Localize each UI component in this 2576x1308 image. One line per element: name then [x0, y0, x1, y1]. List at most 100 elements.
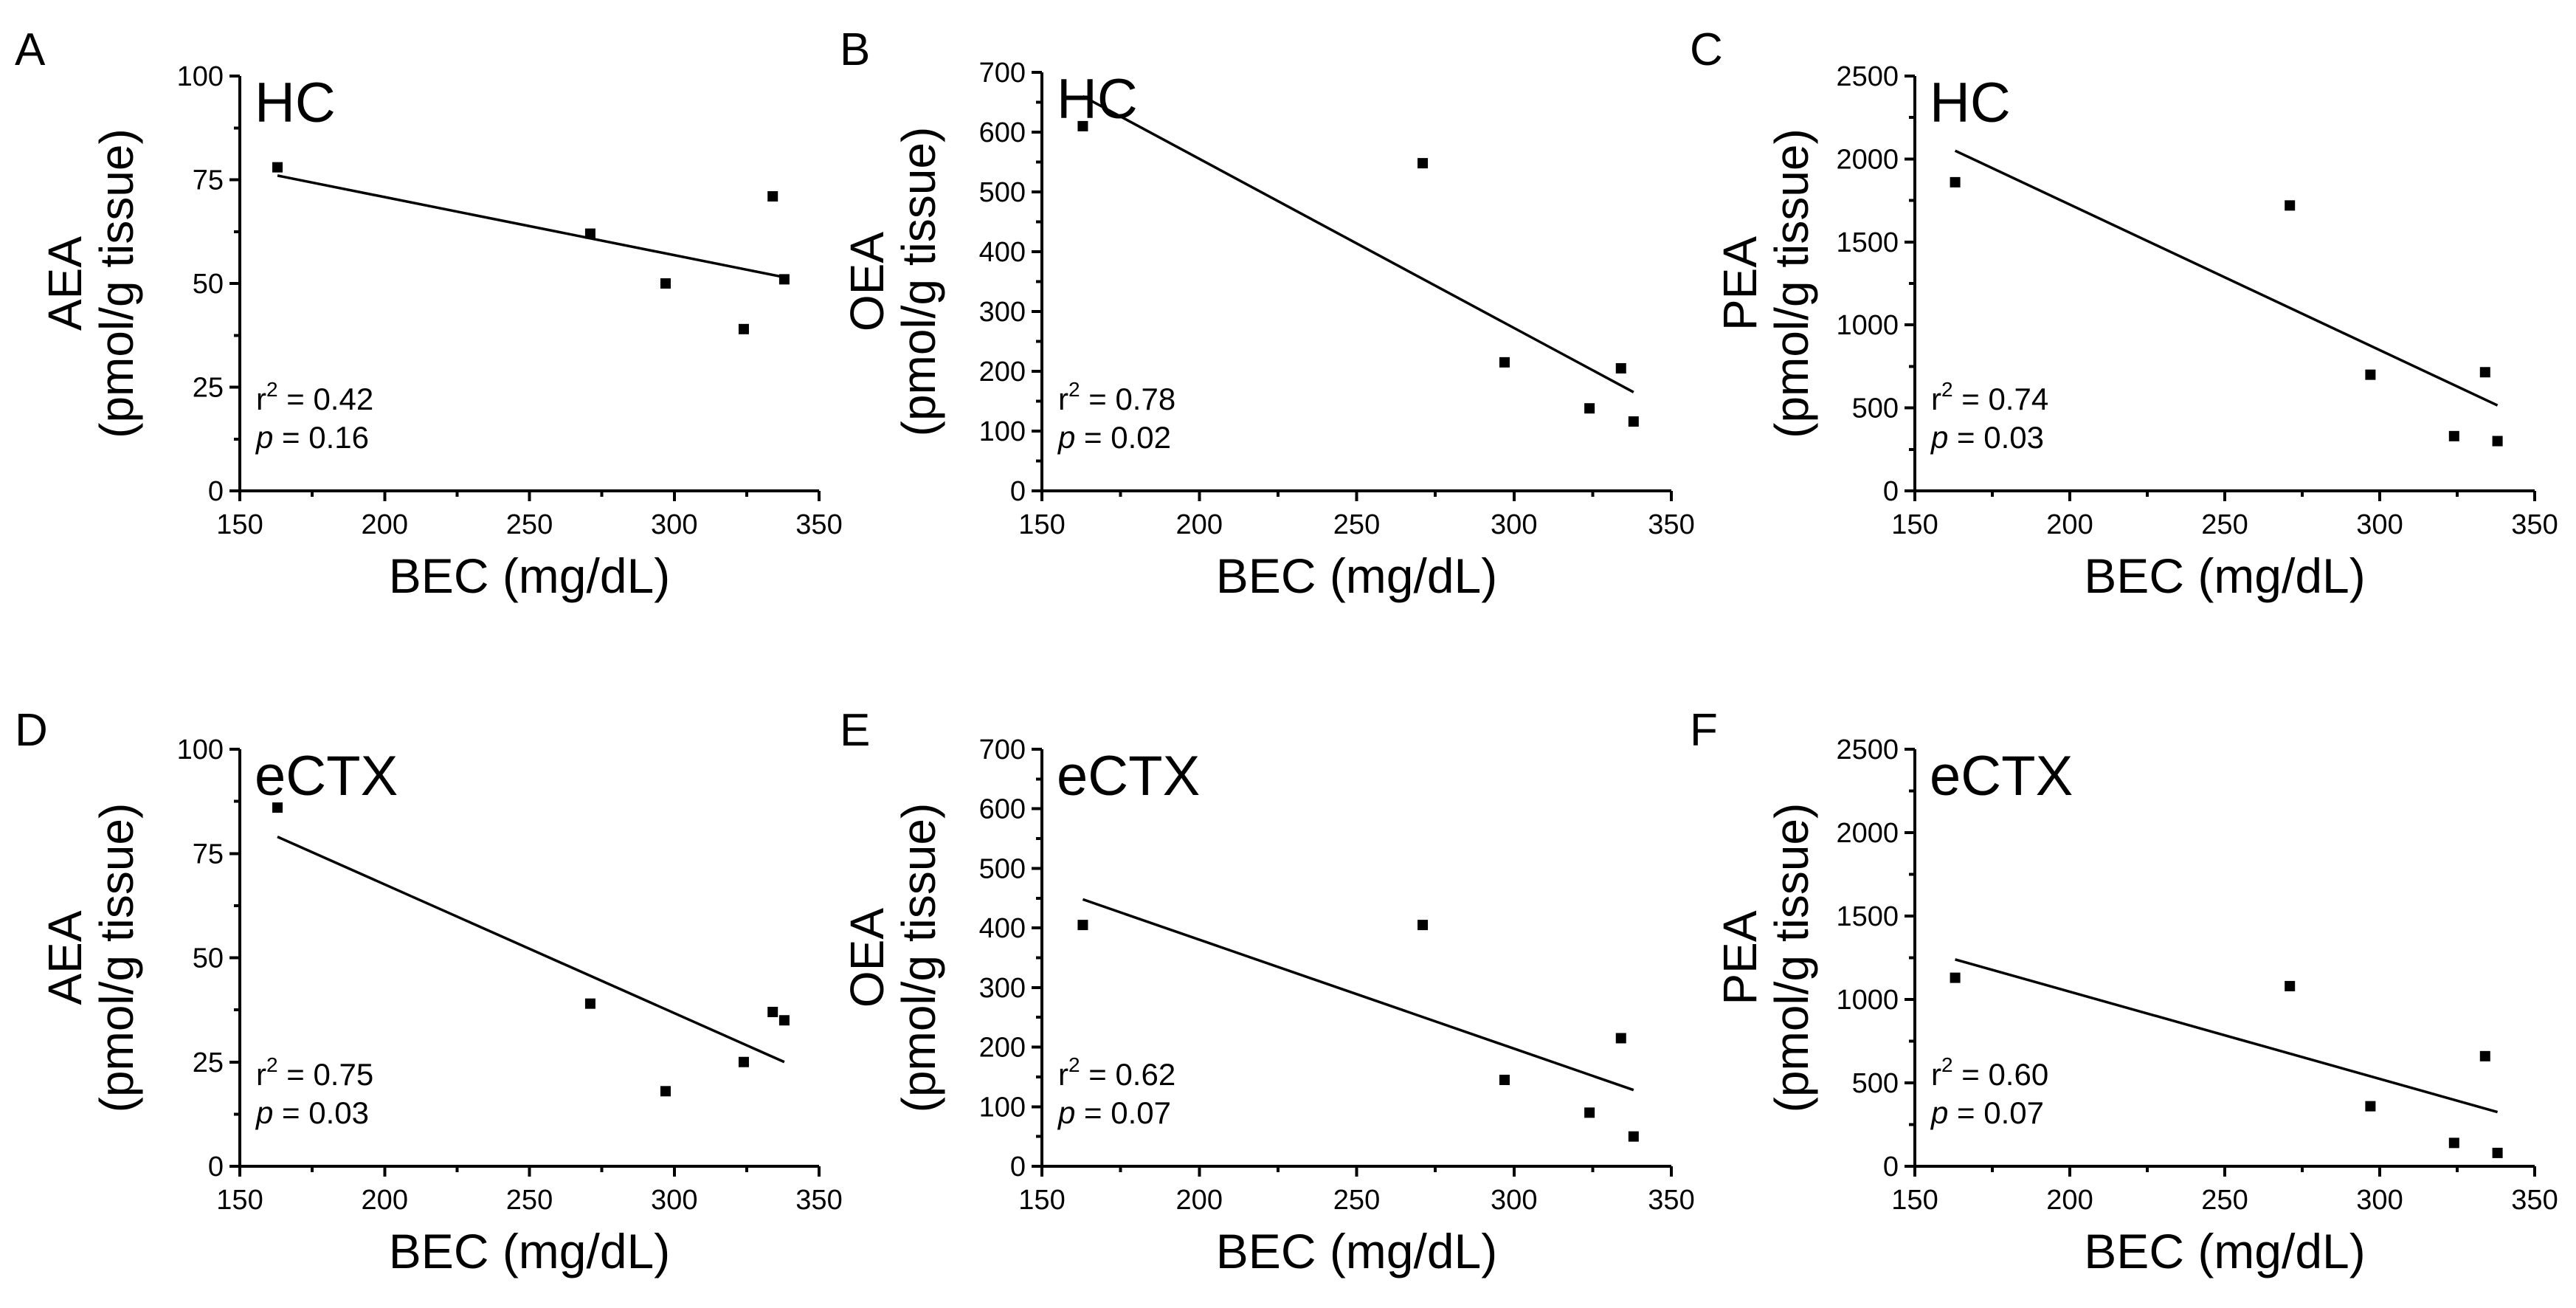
- data-point: [1615, 362, 1626, 374]
- y-axis-label-analyte: PEA: [1713, 236, 1767, 331]
- y-tick-label: 2000: [1836, 144, 1899, 175]
- x-tick-label: 350: [1648, 1185, 1694, 1216]
- x-tick-label: 250: [506, 1185, 553, 1216]
- y-tick-label: 1500: [1836, 227, 1899, 258]
- data-point: [1628, 416, 1639, 427]
- r-squared-superscript: 2: [1941, 378, 1953, 401]
- x-tick-label: 250: [1333, 1185, 1380, 1216]
- y-tick-label: 400: [979, 237, 1026, 268]
- x-tick-label: 300: [1491, 1185, 1537, 1216]
- x-tick-label: 200: [362, 509, 408, 540]
- x-tick-label: 200: [2046, 509, 2093, 540]
- y-tick-label: 200: [979, 1033, 1026, 1064]
- y-axis-label-units: (pmol/g tissue): [1765, 803, 1818, 1113]
- data-point: [660, 278, 671, 289]
- panel-letter: E: [840, 705, 870, 756]
- data-point: [1499, 357, 1510, 368]
- regression-line: [1954, 149, 2499, 407]
- r-symbol: r: [256, 382, 266, 416]
- y-tick-label: 100: [979, 1092, 1026, 1123]
- data-point: [1584, 403, 1595, 414]
- data-point: [1584, 1107, 1595, 1118]
- p-symbol: p: [255, 420, 273, 455]
- r-symbol: r: [1931, 1057, 1941, 1092]
- data-point: [1418, 920, 1429, 931]
- p-value: = 0.07: [1075, 1095, 1171, 1130]
- x-tick-label: 250: [506, 509, 553, 540]
- y-tick-label: 300: [979, 973, 1026, 1004]
- x-axis-label: BEC (mg/dL): [1216, 548, 1497, 603]
- y-tick-label: 50: [193, 943, 224, 974]
- r-squared-superscript: 2: [266, 378, 278, 401]
- r-squared-value: = 0.74: [1953, 382, 2049, 416]
- panel-B: B 150 200 250 300 350 0 100 200 300 400 500 600 700 BE…: [840, 24, 1695, 603]
- y-tick-label: 100: [177, 734, 224, 765]
- r-symbol: r: [1931, 382, 1941, 416]
- data-point: [2492, 436, 2503, 447]
- r-squared-superscript: 2: [266, 1053, 278, 1076]
- x-tick-label: 300: [651, 1185, 697, 1216]
- data-point: [2479, 367, 2490, 378]
- y-axis-label-units: (pmol/g tissue): [1765, 128, 1818, 438]
- x-tick-label: 200: [1176, 1185, 1223, 1216]
- region-label: HC: [1930, 72, 2011, 134]
- data-point: [272, 162, 283, 173]
- y-tick-label: 0: [1010, 1152, 1026, 1183]
- y-tick-label: 50: [193, 269, 224, 300]
- p-value-annotation: p = 0.07: [1057, 1095, 1171, 1130]
- regression-line: [1955, 958, 2499, 1114]
- data-point: [584, 998, 595, 1009]
- y-tick-label: 75: [193, 839, 224, 870]
- data-point: [2285, 200, 2296, 211]
- x-axis-label: BEC (mg/dL): [1216, 1224, 1497, 1278]
- regression-line: [1082, 898, 1634, 1092]
- y-tick-label: 200: [979, 357, 1026, 388]
- p-value: = 0.02: [1075, 420, 1171, 455]
- region-label: HC: [255, 72, 336, 134]
- y-axis-label-units: (pmol/g tissue): [892, 127, 945, 437]
- data-point: [1077, 920, 1088, 931]
- data-point: [778, 274, 790, 285]
- r-squared-value: = 0.62: [1080, 1057, 1176, 1092]
- y-tick-label: 500: [1852, 1068, 1899, 1099]
- x-tick-label: 150: [1018, 509, 1065, 540]
- y-axis-label-units: (pmol/g tissue): [90, 128, 143, 438]
- panel-D: D 150 200 250 300 350 0 25 50 75 100 BEC (mg/dL) AEA…: [15, 705, 843, 1278]
- data-point: [2365, 1101, 2376, 1112]
- x-tick-label: 300: [2356, 1185, 2403, 1216]
- p-symbol: p: [1930, 1095, 1948, 1130]
- data-point: [2448, 1137, 2459, 1149]
- data-point: [1418, 158, 1429, 169]
- r-squared-annotation: r2 = 0.74: [1931, 378, 2048, 416]
- x-tick-label: 300: [651, 509, 697, 540]
- regression-line: [277, 836, 785, 1064]
- p-symbol: p: [255, 1095, 273, 1130]
- y-tick-label: 2500: [1836, 734, 1899, 765]
- x-tick-label: 350: [2511, 509, 2558, 540]
- region-label: HC: [1057, 68, 1138, 131]
- y-tick-label: 0: [1883, 476, 1899, 507]
- x-tick-label: 350: [1648, 509, 1694, 540]
- y-tick-label: 100: [979, 416, 1026, 447]
- p-symbol: p: [1057, 1095, 1075, 1130]
- x-tick-label: 150: [1891, 509, 1938, 540]
- r-squared-annotation: r2 = 0.78: [1058, 378, 1175, 416]
- data-point: [1950, 176, 1961, 187]
- data-point: [1628, 1131, 1639, 1142]
- x-tick-label: 350: [2511, 1185, 2558, 1216]
- regression-line: [277, 174, 785, 279]
- x-tick-label: 150: [1018, 1185, 1065, 1216]
- y-tick-label: 0: [1883, 1152, 1899, 1183]
- data-point: [1499, 1074, 1510, 1085]
- data-point: [738, 1056, 749, 1067]
- r-squared-annotation: r2 = 0.75: [256, 1053, 373, 1092]
- r-squared-annotation: r2 = 0.62: [1058, 1053, 1175, 1092]
- data-point: [584, 228, 595, 239]
- x-axis-label: BEC (mg/dL): [2084, 1224, 2365, 1278]
- data-point: [1615, 1033, 1626, 1044]
- p-value-annotation: p = 0.03: [1930, 420, 2044, 455]
- y-tick-label: 0: [208, 476, 224, 507]
- y-axis-label-units: (pmol/g tissue): [892, 803, 945, 1113]
- p-value: = 0.03: [1948, 420, 2044, 455]
